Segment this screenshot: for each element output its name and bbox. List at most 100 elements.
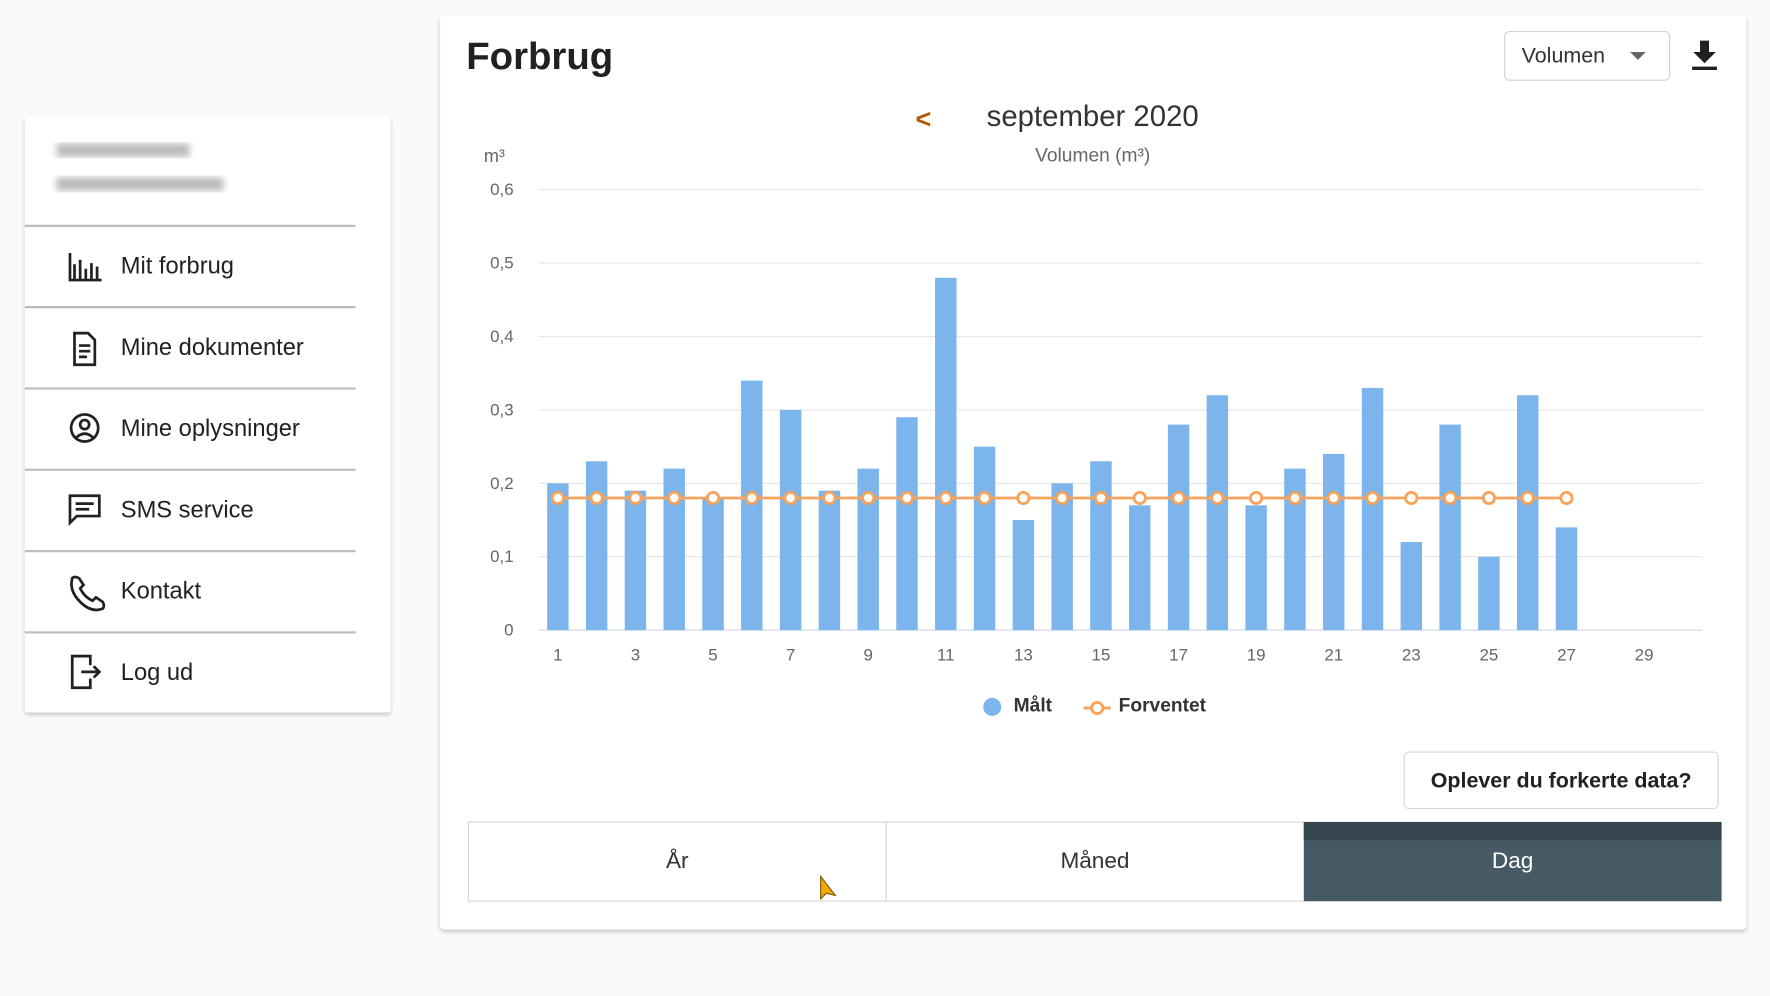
tab-label[interactable]: Dag <box>1492 848 1533 873</box>
bar <box>1555 527 1578 631</box>
dropdown[interactable]: Volumen <box>1504 31 1671 81</box>
legend-marker <box>1090 700 1105 716</box>
line-point <box>1171 490 1186 506</box>
x-tick-label: 9 <box>863 645 872 664</box>
dropdown-label[interactable]: Volumen <box>1522 43 1605 67</box>
line-point <box>1481 490 1496 506</box>
line-point <box>1559 490 1574 506</box>
bar <box>935 277 957 631</box>
x-tick-label: 27 <box>1557 645 1576 664</box>
line-point <box>1287 490 1302 506</box>
bar <box>818 490 841 631</box>
bar <box>1361 387 1384 631</box>
nav-item[interactable]: Mit forbrug <box>121 254 234 280</box>
y-tick-label: 0,2 <box>490 474 514 493</box>
tab-label[interactable]: Måned <box>1060 848 1129 873</box>
legend-marker <box>983 697 1002 716</box>
bar <box>973 446 996 631</box>
line-point <box>1443 490 1458 506</box>
y-axis-label: m³ <box>484 146 505 166</box>
line-point <box>1210 490 1225 506</box>
sidebar-card <box>24 116 391 713</box>
nav-item[interactable]: Kontakt <box>121 579 202 605</box>
nav-icon[interactable] <box>70 654 102 690</box>
bar <box>1090 461 1112 631</box>
nav-icon[interactable] <box>69 413 100 443</box>
bar <box>1206 395 1229 631</box>
x-tick-label: 23 <box>1402 645 1421 664</box>
bar <box>1051 483 1073 631</box>
bar <box>896 417 918 631</box>
x-tick-label: 11 <box>937 645 955 664</box>
line-point <box>938 490 953 506</box>
nav-item[interactable]: Mine dokumenter <box>121 335 304 361</box>
line-point <box>705 490 721 506</box>
bar <box>1012 520 1035 631</box>
line-point <box>1404 490 1419 506</box>
line-point <box>822 490 837 506</box>
report-button-label[interactable]: Oplever du forkerte data? <box>1431 768 1692 792</box>
bar <box>663 468 685 631</box>
dropdown-arrow[interactable] <box>1630 51 1646 60</box>
mouse-cursor <box>820 874 837 901</box>
bar <box>1167 424 1190 631</box>
chart-subtitle: Volumen (m³) <box>1035 145 1150 166</box>
y-tick-label: 0,5 <box>490 254 514 273</box>
x-tick-label: 17 <box>1169 645 1188 664</box>
nav-icon[interactable] <box>73 331 97 367</box>
bar <box>702 498 724 631</box>
y-tick-label: 0,3 <box>490 400 514 419</box>
nav-icon[interactable] <box>68 252 102 282</box>
bar <box>1245 505 1267 631</box>
line-point <box>1055 490 1070 506</box>
bar <box>1129 505 1151 631</box>
x-tick-label: 15 <box>1092 645 1111 664</box>
bar <box>1439 424 1461 631</box>
download-icon[interactable] <box>1692 40 1717 71</box>
nav-icon[interactable] <box>70 575 106 612</box>
legend-label[interactable]: Målt <box>1014 695 1053 716</box>
line-point <box>1326 490 1341 506</box>
x-tick-label: 25 <box>1479 645 1498 664</box>
x-tick-label: 19 <box>1247 645 1266 664</box>
x-tick-label: 7 <box>786 645 795 664</box>
line-point <box>667 490 682 506</box>
line-point <box>1016 490 1031 506</box>
page-title: Forbrug <box>466 35 613 78</box>
x-tick-label: 29 <box>1635 645 1654 664</box>
line-point <box>744 490 759 506</box>
y-tick-label: 0,6 <box>490 180 514 199</box>
x-tick-label: 3 <box>631 645 640 664</box>
bar <box>547 483 569 631</box>
blurred-address <box>56 177 224 191</box>
line-point <box>861 490 876 506</box>
tab-label[interactable]: År <box>666 848 689 873</box>
line-point <box>1132 490 1147 506</box>
line-point <box>1520 490 1535 506</box>
chart-prev[interactable]: < <box>915 103 931 134</box>
chart-title: september 2020 <box>987 100 1199 133</box>
bar <box>1516 395 1539 631</box>
line-point <box>1365 490 1380 506</box>
line-point <box>1093 490 1109 506</box>
nav-item[interactable]: Log ud <box>121 660 193 686</box>
nav-item[interactable]: SMS service <box>121 497 254 523</box>
tab-selected-strip <box>1303 822 1722 841</box>
line-point <box>1249 490 1264 506</box>
nav-item[interactable]: Mine oplysninger <box>121 416 300 442</box>
x-tick-label: 1 <box>553 645 562 664</box>
x-tick-label: 21 <box>1324 645 1343 664</box>
line-point <box>977 490 992 506</box>
bar <box>1400 542 1423 631</box>
dropdown-box[interactable] <box>1504 31 1671 81</box>
y-tick-label: 0,1 <box>490 547 514 566</box>
report-button[interactable] <box>1403 751 1719 810</box>
bar <box>1478 556 1500 631</box>
line-point <box>550 490 565 506</box>
legend-label[interactable]: Forventet <box>1119 695 1207 716</box>
bar <box>857 468 879 631</box>
bar <box>1323 453 1345 631</box>
nav-icon[interactable] <box>68 494 101 527</box>
